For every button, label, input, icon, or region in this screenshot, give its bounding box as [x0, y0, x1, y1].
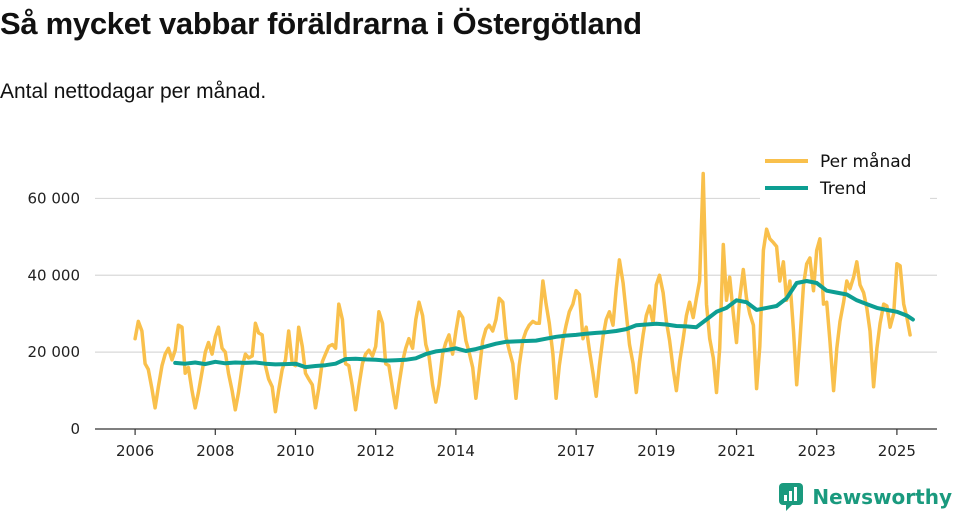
x-tick-label: 2014: [437, 442, 475, 460]
x-tick-label: 2006: [116, 442, 154, 460]
x-tick-label: 2010: [276, 442, 314, 460]
x-tick-label: 2025: [878, 442, 916, 460]
x-tick-label: 2008: [196, 442, 234, 460]
x-tick-label: 2019: [637, 442, 675, 460]
x-tick-label: 2021: [717, 442, 755, 460]
axes: 0 20 000 40 000 60 000 2006 2008 2010 2012 2014 2…: [28, 189, 937, 460]
y-tick-label: 40 000: [28, 266, 81, 284]
series-line-trend: [173, 279, 915, 370]
y-tick-label: 0: [70, 420, 80, 438]
brand-logo: Newsworthy: [778, 482, 952, 512]
x-tick-label: 2012: [357, 442, 395, 460]
legend-label-trend: Trend: [819, 179, 867, 199]
chart-title: Så mycket vabbar föräldrarna i Östergötl…: [0, 6, 642, 41]
series-lines: [133, 171, 915, 414]
y-tick-label: 60 000: [28, 189, 81, 207]
chart-subtitle: Antal nettodagar per månad.: [0, 80, 267, 103]
legend-background: [760, 145, 930, 205]
legend: Per månad Trend: [760, 145, 930, 205]
y-tick-label: 20 000: [28, 343, 81, 361]
legend-label-per-manad: Per månad: [820, 151, 911, 172]
x-tick-label: 2023: [798, 442, 836, 460]
brand-name: Newsworthy: [812, 485, 952, 509]
newsworthy-logo-icon: [779, 483, 804, 511]
x-tick-label: 2017: [557, 442, 595, 460]
series-line-per-manad: [133, 171, 912, 414]
